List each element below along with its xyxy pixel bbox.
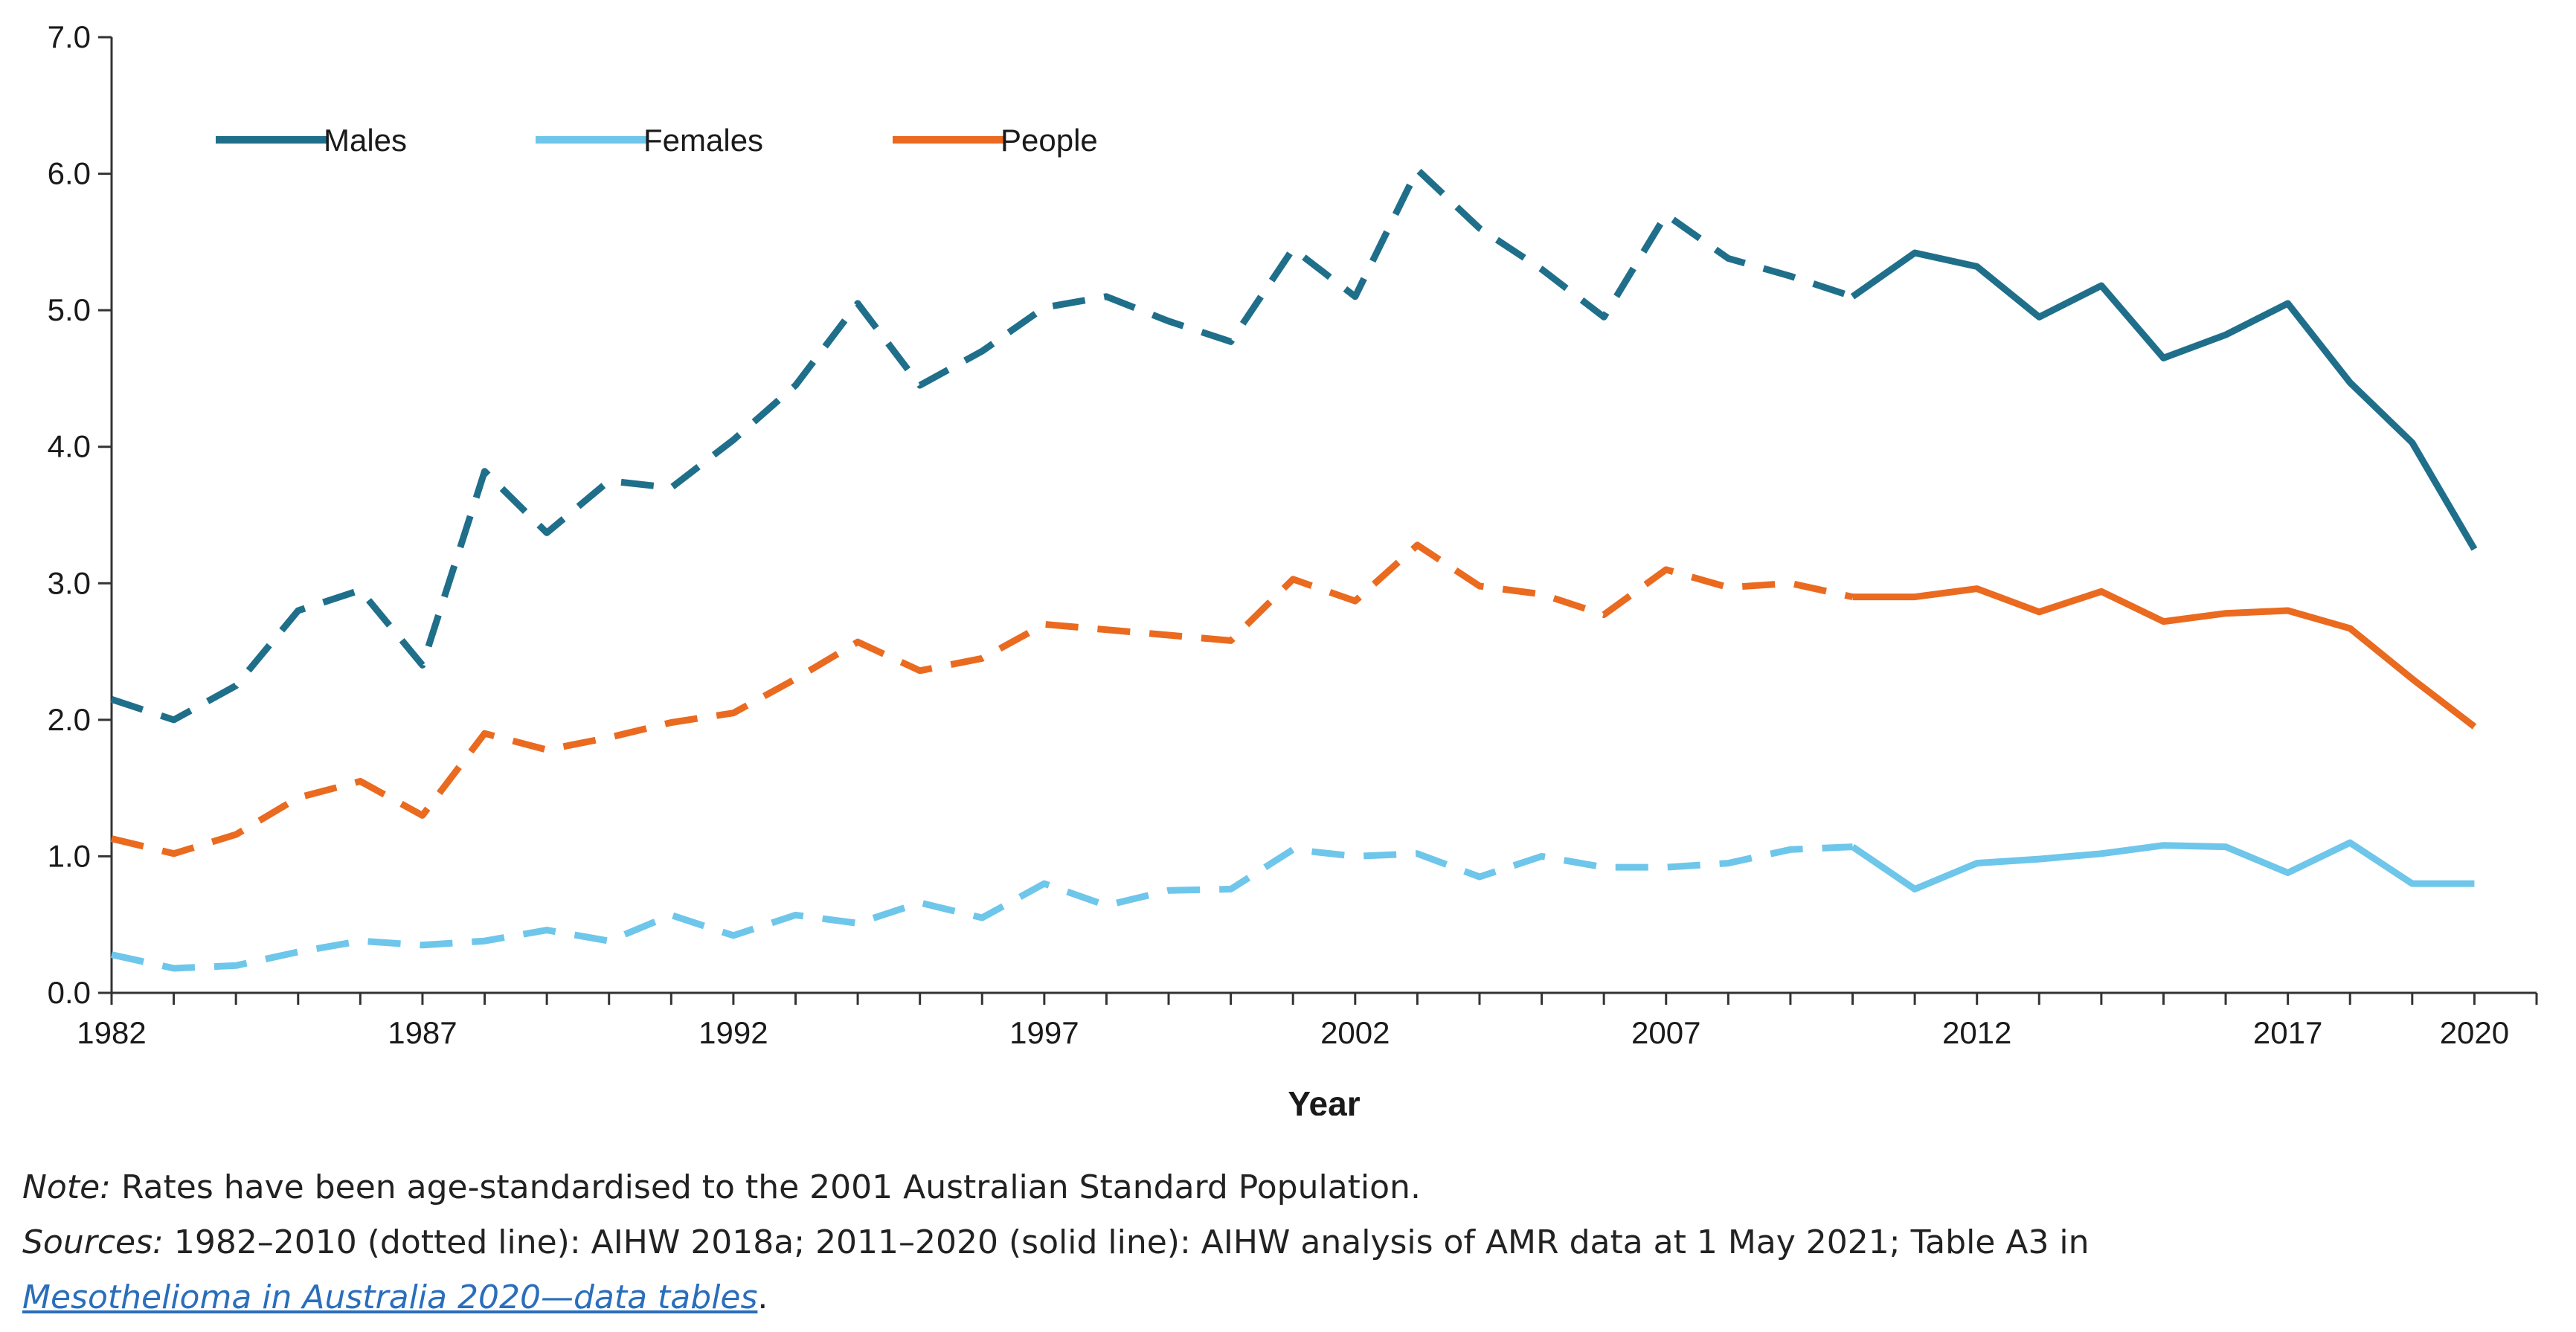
y-tick-label: 4.0 xyxy=(48,429,91,464)
series-line-females-solid xyxy=(1850,839,2475,892)
series-line-males-dashed xyxy=(110,166,1854,724)
legend-label-males: Males xyxy=(324,123,407,158)
data-tables-link[interactable]: Mesothelioma in Australia 2020—data tabl… xyxy=(22,1278,758,1316)
note-lead: Note: xyxy=(22,1168,111,1206)
x-tick-label: 2012 xyxy=(1942,1015,2011,1050)
series-line-females-dashed xyxy=(111,843,1853,972)
sources-end: . xyxy=(757,1278,768,1316)
sources-link-line: Mesothelioma in Australia 2020—data tabl… xyxy=(22,1270,2551,1325)
line-chart-svg: 0.0 1.0 2.0 3.0 4.0 5.0 6.0 7.0 1982 1987 1992 1997… xyxy=(48,19,2538,1116)
chart: 0.0 1.0 2.0 3.0 4.0 5.0 6.0 7.0 1982 1987 1992 1997… xyxy=(48,19,2538,1116)
y-tick-label: 2.0 xyxy=(48,702,91,737)
y-tick-label: 1.0 xyxy=(48,838,91,873)
series-line-people-dashed xyxy=(110,541,1854,858)
legend-label-females: Females xyxy=(643,123,763,158)
note-line: Note: Rates have been age-standardised t… xyxy=(22,1160,2551,1215)
x-tick-label: 2020 xyxy=(2440,1015,2509,1050)
x-tick-label: 2007 xyxy=(1631,1015,1700,1050)
y-tick-label: 5.0 xyxy=(48,292,91,327)
series-line-people-solid xyxy=(1852,585,2477,730)
legend-label-people: People xyxy=(1000,123,1098,158)
sources-text: 1982–2010 (dotted line): AIHW 2018a; 201… xyxy=(163,1223,2090,1261)
note-text: Rates have been age-standardised to the … xyxy=(110,1168,1421,1206)
x-tick-label: 1992 xyxy=(698,1015,768,1050)
x-tick-label: 2017 xyxy=(2253,1015,2322,1050)
sources-lead: Sources: xyxy=(22,1223,164,1261)
chart-notes: Note: Rates have been age-standardised t… xyxy=(22,1160,2551,1325)
sources-line: Sources: 1982–2010 (dotted line): AIHW 2… xyxy=(22,1215,2551,1270)
y-tick-label: 3.0 xyxy=(48,565,91,600)
y-tick-label: 7.0 xyxy=(48,19,91,54)
series-line-males-solid xyxy=(1850,249,2478,551)
x-tick-label: 2002 xyxy=(1320,1015,1390,1050)
y-tick-label: 6.0 xyxy=(48,156,91,191)
x-tick-label: 1997 xyxy=(1009,1015,1079,1050)
x-tick-label: 1982 xyxy=(77,1015,146,1050)
y-tick-label: 0.0 xyxy=(48,975,91,1010)
x-tick-label: 1987 xyxy=(388,1015,457,1050)
x-axis-title: Year xyxy=(1288,1084,1360,1116)
